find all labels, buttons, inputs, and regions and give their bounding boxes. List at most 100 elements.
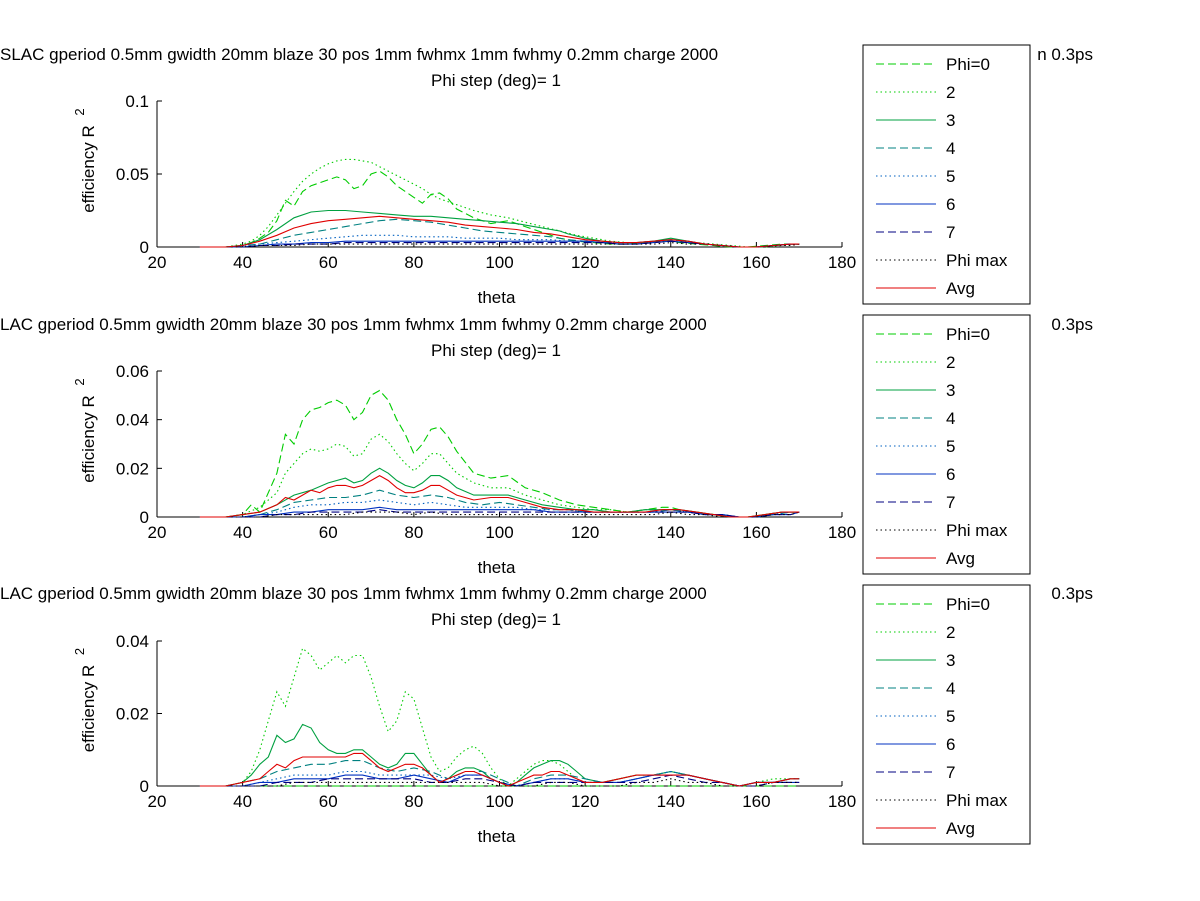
legend-label: 6 — [946, 195, 955, 214]
legend-label: 5 — [946, 707, 955, 726]
series-line-phi-max — [199, 511, 800, 518]
y-tick-label: 0.04 — [116, 411, 149, 430]
subplot-3: 20 40 60 80 100 120 140 160 180 0 0.02 0.04 LAC gper… — [0, 584, 1093, 846]
x-tick-label: 120 — [571, 523, 599, 542]
legend-box — [862, 584, 1031, 845]
y-axis-label: efficiency R — [79, 125, 98, 213]
legend-label: 7 — [946, 763, 955, 782]
legend-label: 3 — [946, 381, 955, 400]
legend-label: 6 — [946, 735, 955, 754]
legend: Phi=0 2 3 4 5 6 7 Phi max Avg — [862, 584, 1031, 845]
chart-title-tail: 0.3ps — [1051, 584, 1093, 603]
series-line-4 — [199, 760, 800, 787]
legend-label: Phi max — [946, 521, 1008, 540]
legend-label: 5 — [946, 167, 955, 186]
x-axis-label: theta — [478, 827, 516, 846]
chart-title: LAC gperiod 0.5mm gwidth 20mm blaze 30 p… — [0, 315, 707, 334]
x-tick-label: 100 — [485, 253, 513, 272]
legend-label: 4 — [946, 409, 955, 428]
x-axis-label: theta — [478, 288, 516, 307]
legend-box — [862, 44, 1031, 305]
chart-title-tail: n 0.3ps — [1037, 45, 1093, 64]
series-line-phi-max — [199, 242, 800, 248]
y-tick-label: 0.04 — [116, 632, 149, 651]
x-tick-label: 140 — [657, 523, 685, 542]
legend-label: 5 — [946, 437, 955, 456]
chart-title: SLAC gperiod 0.5mm gwidth 20mm blaze 30 … — [0, 45, 718, 64]
series-line-4 — [199, 489, 800, 518]
y-tick-label: 0 — [140, 777, 149, 796]
x-tick-label: 120 — [571, 253, 599, 272]
legend-label: 2 — [946, 623, 955, 642]
x-tick-label: 40 — [233, 253, 252, 272]
y-tick-label: 0.02 — [116, 459, 149, 478]
y-axis-label-superscript: 2 — [72, 648, 87, 655]
x-tick-label: 60 — [319, 792, 338, 811]
series-line-2 — [199, 647, 800, 787]
y-tick-label: 0 — [140, 238, 149, 257]
chart-title: LAC gperiod 0.5mm gwidth 20mm blaze 30 p… — [0, 584, 707, 603]
legend-label: Phi=0 — [946, 55, 990, 74]
legend-label: Phi max — [946, 251, 1008, 270]
y-axis-label: efficiency R — [79, 395, 98, 483]
series-line-phi-0 — [199, 389, 800, 518]
x-tick-label: 140 — [657, 253, 685, 272]
legend: Phi=0 2 3 4 5 6 7 Phi max Avg — [862, 314, 1031, 575]
x-tick-label: 120 — [571, 792, 599, 811]
legend-label: 3 — [946, 111, 955, 130]
legend-label: Avg — [946, 549, 975, 568]
legend-label: 6 — [946, 465, 955, 484]
x-tick-label: 80 — [404, 523, 423, 542]
x-tick-label: 60 — [319, 253, 338, 272]
legend: Phi=0 2 3 4 5 6 7 Phi max Avg — [862, 44, 1031, 305]
chart-subtitle: Phi step (deg)= 1 — [431, 341, 561, 360]
chart-subtitle: Phi step (deg)= 1 — [431, 610, 561, 629]
legend-label: Phi=0 — [946, 595, 990, 614]
subplot-2: 20 40 60 80 100 120 140 160 180 0 0.02 0.04 0.06 LAC … — [0, 314, 1093, 577]
series-line-4 — [199, 218, 800, 248]
x-tick-label: 180 — [828, 792, 856, 811]
legend-label: Phi=0 — [946, 325, 990, 344]
legend-label: 4 — [946, 679, 955, 698]
y-tick-label: 0.05 — [116, 165, 149, 184]
chart-title-tail: 0.3ps — [1051, 315, 1093, 334]
subplot-1: 20 40 60 80 100 120 140 160 180 0 0.05 0.1 SLAC gper… — [0, 44, 1093, 307]
x-tick-label: 20 — [148, 792, 167, 811]
legend-box — [862, 314, 1031, 575]
legend-label: 2 — [946, 353, 955, 372]
x-axis-label: theta — [478, 558, 516, 577]
x-tick-label: 40 — [233, 792, 252, 811]
series-line-avg — [199, 215, 800, 248]
x-tick-label: 20 — [148, 523, 167, 542]
legend-label: Avg — [946, 819, 975, 838]
series-line-avg — [199, 752, 800, 787]
x-tick-label: 100 — [485, 523, 513, 542]
series-line-phi-max — [199, 778, 800, 787]
x-tick-label: 40 — [233, 523, 252, 542]
y-axis-label: efficiency R — [79, 665, 98, 753]
legend-label: 2 — [946, 83, 955, 102]
y-tick-label: 0 — [140, 508, 149, 527]
legend-label: Phi max — [946, 791, 1008, 810]
x-tick-label: 80 — [404, 253, 423, 272]
series-line-5 — [199, 499, 800, 518]
x-tick-label: 160 — [742, 523, 770, 542]
y-tick-label: 0.1 — [125, 92, 149, 111]
legend-label: 4 — [946, 139, 955, 158]
x-tick-label: 100 — [485, 792, 513, 811]
x-tick-label: 160 — [742, 253, 770, 272]
y-tick-label: 0.06 — [116, 362, 149, 381]
series-line-avg — [199, 474, 800, 518]
x-tick-label: 80 — [404, 792, 423, 811]
x-tick-label: 180 — [828, 523, 856, 542]
legend-label: 3 — [946, 651, 955, 670]
y-tick-label: 0.02 — [116, 705, 149, 724]
legend-label: Avg — [946, 279, 975, 298]
legend-label: 7 — [946, 493, 955, 512]
y-axis-label-superscript: 2 — [72, 378, 87, 385]
x-tick-label: 140 — [657, 792, 685, 811]
x-tick-label: 180 — [828, 253, 856, 272]
chart-subtitle: Phi step (deg)= 1 — [431, 71, 561, 90]
